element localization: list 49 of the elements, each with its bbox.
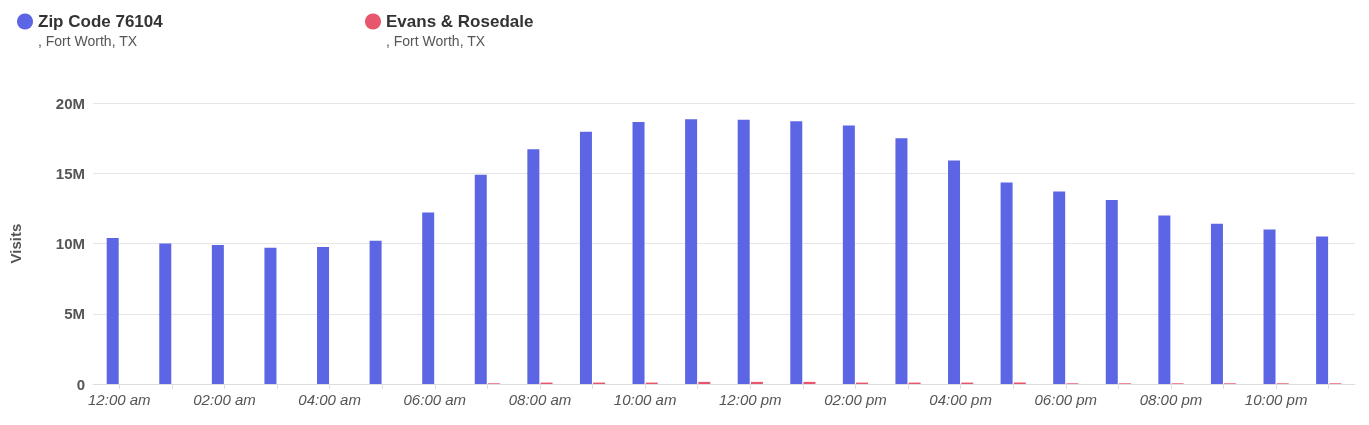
bar	[803, 381, 816, 384]
bar	[369, 240, 382, 384]
text: , Fort Worth, TX	[386, 33, 486, 49]
x-tick-label: 12:00 am	[88, 391, 151, 408]
legend-label: Zip Code 76104	[38, 12, 164, 31]
bar	[474, 174, 487, 384]
bar	[159, 243, 172, 384]
bar	[1105, 199, 1118, 384]
text: , Fort Worth, TX	[38, 33, 138, 49]
x-tick-label: 08:00 am	[508, 391, 572, 408]
y-tick-label: 0	[76, 375, 85, 393]
x-tick-label: 10:00 pm	[1244, 391, 1308, 408]
bar	[211, 244, 224, 384]
legend-label: Evans & Rosedale	[386, 12, 534, 31]
x-tick-label: 06:00 am	[403, 391, 467, 408]
bar	[750, 381, 763, 384]
bar	[790, 121, 803, 384]
bar	[1053, 191, 1066, 384]
bar	[842, 125, 855, 384]
bar	[106, 237, 119, 384]
bar	[1316, 236, 1329, 384]
bar	[948, 160, 961, 384]
x-tick-label: 12:00 pm	[719, 391, 782, 408]
bar	[698, 381, 711, 384]
bar	[264, 247, 277, 384]
bar	[527, 149, 540, 384]
x-tick-label: 02:00 am	[193, 391, 256, 408]
y-tick-label: 20M	[55, 94, 85, 112]
bar	[895, 138, 908, 384]
y-tick-label: 5M	[64, 305, 85, 323]
x-tick-label: 06:00 pm	[1034, 391, 1098, 408]
bar	[685, 119, 698, 384]
x-tick-label: 04:00 pm	[929, 391, 992, 408]
y-tick-label: 15M	[55, 164, 85, 182]
x-tick-label: 02:00 pm	[824, 391, 887, 408]
bar	[422, 212, 435, 384]
bar	[1263, 229, 1276, 384]
x-tick-label: 04:00 am	[298, 391, 361, 408]
bar	[1210, 223, 1223, 384]
y-axis-title: Visits	[7, 223, 24, 264]
x-tick-label: 08:00 pm	[1139, 391, 1203, 408]
bar	[579, 131, 592, 384]
bar	[737, 119, 750, 384]
y-tick-label: 10M	[55, 235, 85, 252]
bar	[632, 121, 645, 384]
bar	[1158, 215, 1171, 384]
x-tick-label: 10:00 am	[613, 391, 677, 408]
bar	[1000, 182, 1013, 384]
bar	[317, 247, 330, 384]
